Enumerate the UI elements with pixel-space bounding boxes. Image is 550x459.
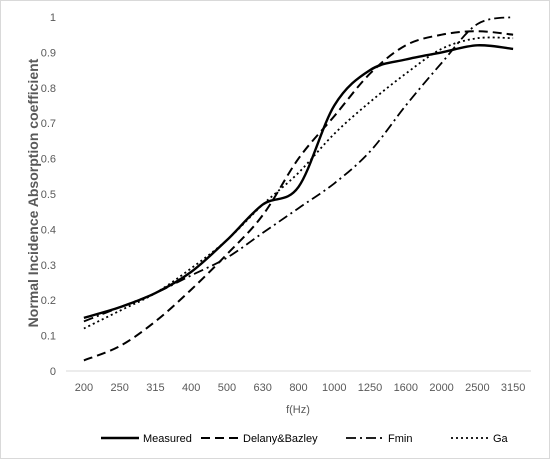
y-tick-label: 1 bbox=[50, 12, 56, 24]
series-line-measured bbox=[83, 44, 514, 320]
y-tick-label: 0.1 bbox=[41, 331, 56, 343]
legend-label-fmin: Fmin bbox=[388, 433, 412, 445]
x-tick-label: 3150 bbox=[501, 382, 525, 394]
x-tick-label: 1250 bbox=[358, 382, 382, 394]
x-tick-labels: 200 250 315 400 500 630 800 1000 1250 1600 2000 250… bbox=[75, 382, 526, 394]
series-line-ga bbox=[83, 36, 514, 330]
legend-label-ga: Ga bbox=[493, 433, 509, 445]
x-tick-label: 2500 bbox=[465, 382, 489, 394]
legend-label-delany-bazley: Delany&Bazley bbox=[243, 433, 318, 445]
y-tick-label: 0.6 bbox=[41, 154, 56, 166]
x-tick-label: 250 bbox=[110, 382, 128, 394]
y-tick-label: 0.4 bbox=[41, 224, 56, 236]
y-axis-title: Normal Incidence Absorption coefficient bbox=[25, 58, 41, 327]
x-tick-label: 2000 bbox=[429, 382, 453, 394]
y-tick-label: 0.2 bbox=[41, 295, 56, 307]
x-tick-label: 800 bbox=[289, 382, 307, 394]
x-axis-title: f(Hz) bbox=[286, 404, 310, 416]
series-line-delany-bazley bbox=[83, 30, 514, 362]
x-tick-label: 400 bbox=[182, 382, 200, 394]
y-axis-title-group: Normal Incidence Absorption coefficient bbox=[25, 58, 41, 327]
x-tick-label: 1600 bbox=[394, 382, 418, 394]
y-tick-labels: 0 0.1 0.2 0.3 0.4 0.5 0.6 0.7 0.8 0.9 1 bbox=[41, 12, 56, 378]
y-tick-label: 0.3 bbox=[41, 260, 56, 272]
x-tick-label: 315 bbox=[146, 382, 164, 394]
y-tick-label: 0.8 bbox=[41, 83, 56, 95]
y-tick-label: 0.7 bbox=[41, 118, 56, 130]
y-tick-label: 0.9 bbox=[41, 47, 56, 59]
x-tick-label: 200 bbox=[75, 382, 93, 394]
x-tick-label: 630 bbox=[254, 382, 272, 394]
series-lines bbox=[83, 16, 514, 362]
legend: Measured Delany&Bazley Fmin Ga bbox=[101, 433, 509, 445]
legend-label-measured: Measured bbox=[143, 433, 192, 445]
x-tick-label: 500 bbox=[218, 382, 236, 394]
y-tick-label: 0.5 bbox=[41, 189, 56, 201]
x-tick-label: 1000 bbox=[322, 382, 346, 394]
series-line-fmin bbox=[83, 16, 514, 323]
y-tick-label: 0 bbox=[50, 366, 56, 378]
